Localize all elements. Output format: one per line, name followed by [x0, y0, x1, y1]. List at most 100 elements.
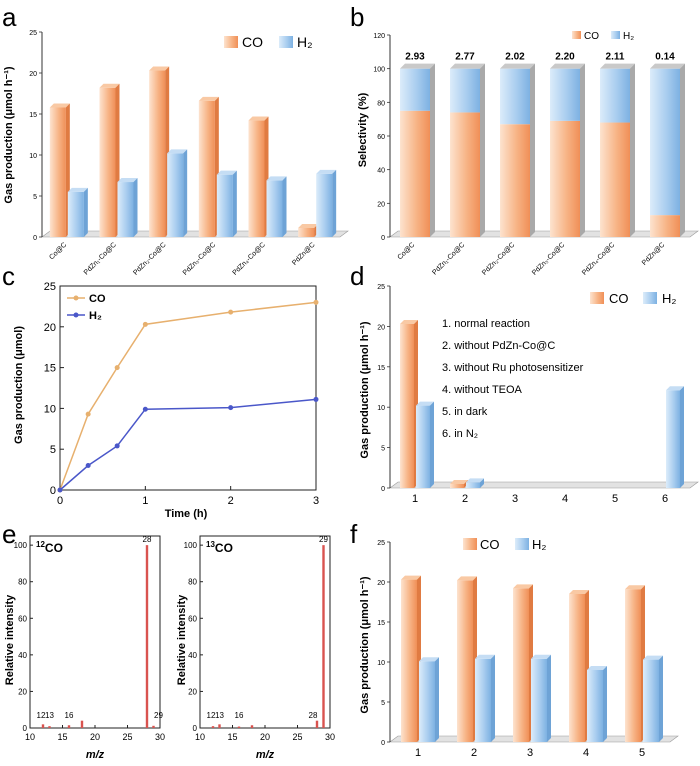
bar-h2	[167, 153, 184, 237]
panel-d-legend: CO H₂	[590, 291, 676, 306]
y-tick-label: 10	[377, 660, 385, 667]
bar-h2	[475, 658, 491, 742]
x-tick-label: 10	[195, 732, 205, 742]
peak-label: 28	[309, 711, 318, 720]
category-label: 5	[612, 493, 618, 505]
legend-h2-swatch	[643, 292, 657, 304]
bar-side	[580, 63, 585, 237]
bar-h2	[650, 68, 680, 216]
bar-top	[625, 585, 645, 590]
isotope-species: CO	[215, 541, 233, 555]
peak-label: 16	[235, 711, 244, 720]
plot-frame	[199, 535, 331, 729]
series-co-line	[59, 301, 317, 491]
point-co	[313, 299, 319, 305]
panel-d: Gas production (μmol h⁻¹) 0 5 10 15 20 25 1 2 3 4…	[359, 284, 699, 505]
bar-top	[400, 63, 435, 69]
category-label: 1	[412, 493, 418, 505]
bar-h2	[419, 661, 435, 742]
category-label: PdZn₁-Co@C	[431, 241, 466, 276]
ms-peak	[41, 724, 45, 728]
bar-top	[475, 654, 495, 659]
bar-top	[298, 223, 319, 228]
condition-4: 4. without TEOA	[442, 384, 523, 396]
panel-letter-d: d	[350, 261, 364, 291]
bar-side	[332, 169, 337, 237]
y-tick-label: 40	[18, 651, 27, 660]
bar-side	[430, 63, 435, 237]
condition-1: 1. normal reaction	[442, 318, 530, 330]
category-label: Co@C	[397, 241, 417, 261]
bar-co	[569, 594, 585, 742]
isotope-mass: 12	[36, 540, 45, 549]
panel-letter-a: a	[2, 2, 17, 32]
ms-peak	[211, 726, 215, 728]
peak-label: 28	[143, 535, 152, 544]
point-h2	[313, 396, 319, 402]
condition-5: 5. in dark	[442, 406, 488, 418]
y-tick-label: 15	[29, 112, 37, 119]
bar-top	[643, 655, 663, 660]
bar-top	[149, 66, 170, 71]
legend-co-label: CO	[609, 291, 629, 306]
y-tick-label: 25	[44, 281, 56, 293]
y-tick-label: 80	[377, 100, 385, 107]
bar-co	[450, 483, 464, 488]
y-tick-label: 40	[188, 651, 197, 660]
bar-side	[183, 149, 188, 237]
x-tick-label: 10	[25, 732, 35, 742]
point-h2	[114, 443, 120, 449]
peak-label: 12	[207, 711, 216, 720]
panel-b-legend: CO H₂	[572, 31, 634, 42]
y-tick-label: 5	[381, 700, 385, 707]
legend-h2-label: H₂	[89, 310, 102, 322]
bar-side	[232, 170, 237, 237]
series-h2-line	[59, 398, 317, 491]
panel-letter-e: e	[2, 519, 16, 549]
panel-c-xlabel: Time (h)	[165, 508, 208, 520]
plot-frame	[59, 285, 317, 491]
bar-co	[625, 589, 641, 742]
bar-top	[416, 401, 434, 406]
y-tick-label: 25	[29, 30, 37, 37]
bar-side	[530, 63, 535, 237]
panel-letter-f: f	[350, 519, 358, 549]
y-tick-label: 25	[377, 540, 385, 547]
bar-top	[600, 63, 635, 69]
panel-e: Relative intensity Relative intensity m/…	[4, 535, 335, 761]
bar-side	[491, 654, 495, 742]
category-label: 6	[662, 493, 668, 505]
ms-peak	[152, 725, 155, 728]
legend-h2-label: H₂	[623, 31, 634, 42]
bar-h2	[643, 659, 659, 742]
panel-c-legend: CO H₂	[67, 293, 106, 322]
bar-h2	[587, 670, 603, 742]
bar-h2	[216, 174, 233, 237]
bar-top	[49, 103, 70, 108]
point-co	[142, 321, 148, 327]
bar-top	[401, 575, 421, 580]
y-tick-label: 20	[44, 322, 56, 334]
bar-side	[133, 178, 138, 237]
y-tick-label: 5	[381, 446, 385, 453]
ms-peak	[67, 725, 71, 728]
panel-a-ylabel: Gas production (μmol h⁻¹)	[3, 66, 15, 204]
panel-e-ylabel-2: Relative intensity	[176, 594, 188, 685]
panel-f-legend: CO H₂	[463, 537, 546, 552]
bar-co	[298, 227, 315, 237]
bar-top	[550, 63, 585, 69]
category-label: 1	[415, 747, 421, 759]
panel-c-ylabel: Gas production (μmol)	[13, 326, 25, 444]
legend-co-swatch	[590, 292, 604, 304]
category-label: 4	[562, 493, 568, 505]
panel-a-legend: CO H₂	[224, 34, 313, 50]
bar-co	[513, 588, 529, 742]
ms-peak	[322, 545, 325, 728]
panel-letter-c: c	[2, 261, 15, 291]
bar-top	[248, 116, 269, 121]
bar-co	[450, 112, 480, 237]
bar-top	[167, 149, 188, 154]
bar-top	[650, 63, 685, 69]
bar-top	[500, 63, 535, 69]
peak-label: 12	[37, 711, 46, 720]
